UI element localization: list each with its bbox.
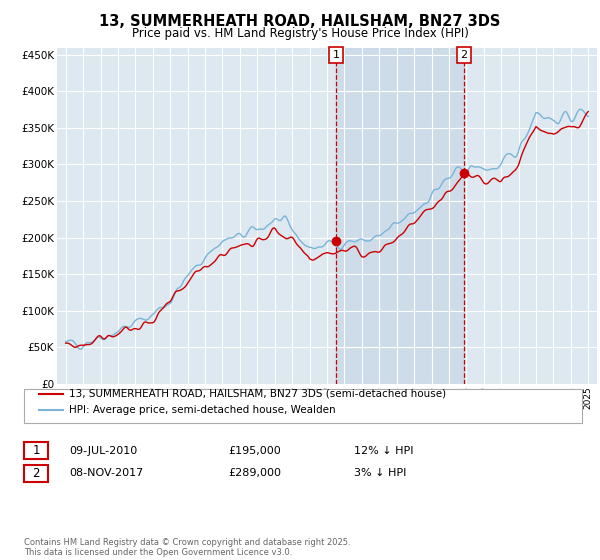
- Text: 2: 2: [32, 466, 40, 480]
- Text: 1: 1: [333, 50, 340, 60]
- Text: 3% ↓ HPI: 3% ↓ HPI: [354, 468, 406, 478]
- Text: 12% ↓ HPI: 12% ↓ HPI: [354, 446, 413, 456]
- Text: 1: 1: [32, 444, 40, 458]
- Text: Price paid vs. HM Land Registry's House Price Index (HPI): Price paid vs. HM Land Registry's House …: [131, 27, 469, 40]
- Text: 13, SUMMERHEATH ROAD, HAILSHAM, BN27 3DS (semi-detached house): 13, SUMMERHEATH ROAD, HAILSHAM, BN27 3DS…: [69, 389, 446, 399]
- Text: 08-NOV-2017: 08-NOV-2017: [69, 468, 143, 478]
- Text: £195,000: £195,000: [228, 446, 281, 456]
- Text: £289,000: £289,000: [228, 468, 281, 478]
- Text: Contains HM Land Registry data © Crown copyright and database right 2025.
This d: Contains HM Land Registry data © Crown c…: [24, 538, 350, 557]
- Bar: [336, 48, 464, 384]
- Text: 09-JUL-2010: 09-JUL-2010: [69, 446, 137, 456]
- Text: 13, SUMMERHEATH ROAD, HAILSHAM, BN27 3DS: 13, SUMMERHEATH ROAD, HAILSHAM, BN27 3DS: [100, 14, 500, 29]
- Text: HPI: Average price, semi-detached house, Wealden: HPI: Average price, semi-detached house,…: [69, 405, 335, 416]
- Text: 2: 2: [460, 50, 467, 60]
